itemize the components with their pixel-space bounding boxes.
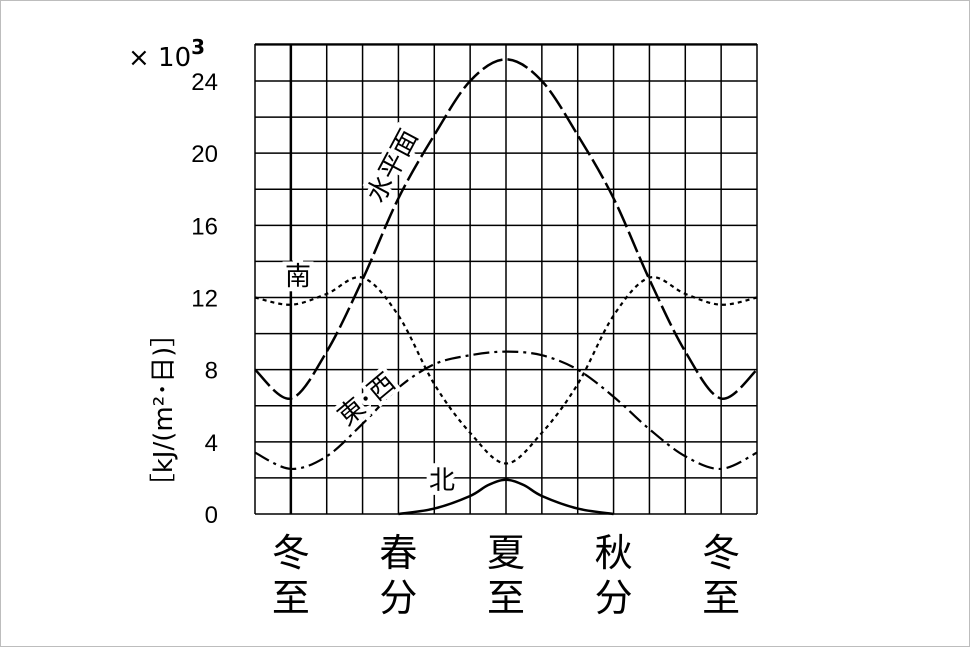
multiplier-exponent: 3 [191,35,205,59]
x-category-label: 春 [379,531,417,575]
series-line [254,350,758,470]
y-tick-label: 4 [205,430,218,457]
series-line [254,58,758,400]
series-line [254,276,758,465]
y-axis-label: ［kJ/(m²･日)］ [149,321,179,500]
x-category-label: 冬 [702,531,740,575]
y-tick-labels: 0 4 8 12 16 20 24 [191,69,218,529]
y-tick-label: 12 [191,286,218,313]
series-label: 南 [285,262,311,292]
x-category-label: 至 [702,576,740,620]
grid [254,43,758,515]
y-tick-label: 24 [191,69,218,96]
series-label: 北 [429,466,455,496]
x-category-label: 冬 [272,531,310,575]
series-lines [254,58,758,516]
x-category-label: 分 [595,576,633,620]
series-label: 東･西 [332,367,401,432]
x-category-label: 至 [272,576,310,620]
x-category-label: 分 [379,576,417,620]
y-tick-label: 20 [191,141,218,168]
x-category-label: 至 [487,576,525,620]
x-category-label: 夏 [487,531,525,575]
multiplier-label: × 103 [128,35,205,73]
y-tick-label: 16 [191,213,218,240]
series-line [398,478,614,516]
y-tick-label: 8 [205,358,218,385]
x-category-label: 秋 [595,531,633,575]
y-tick-label: 0 [205,502,218,529]
